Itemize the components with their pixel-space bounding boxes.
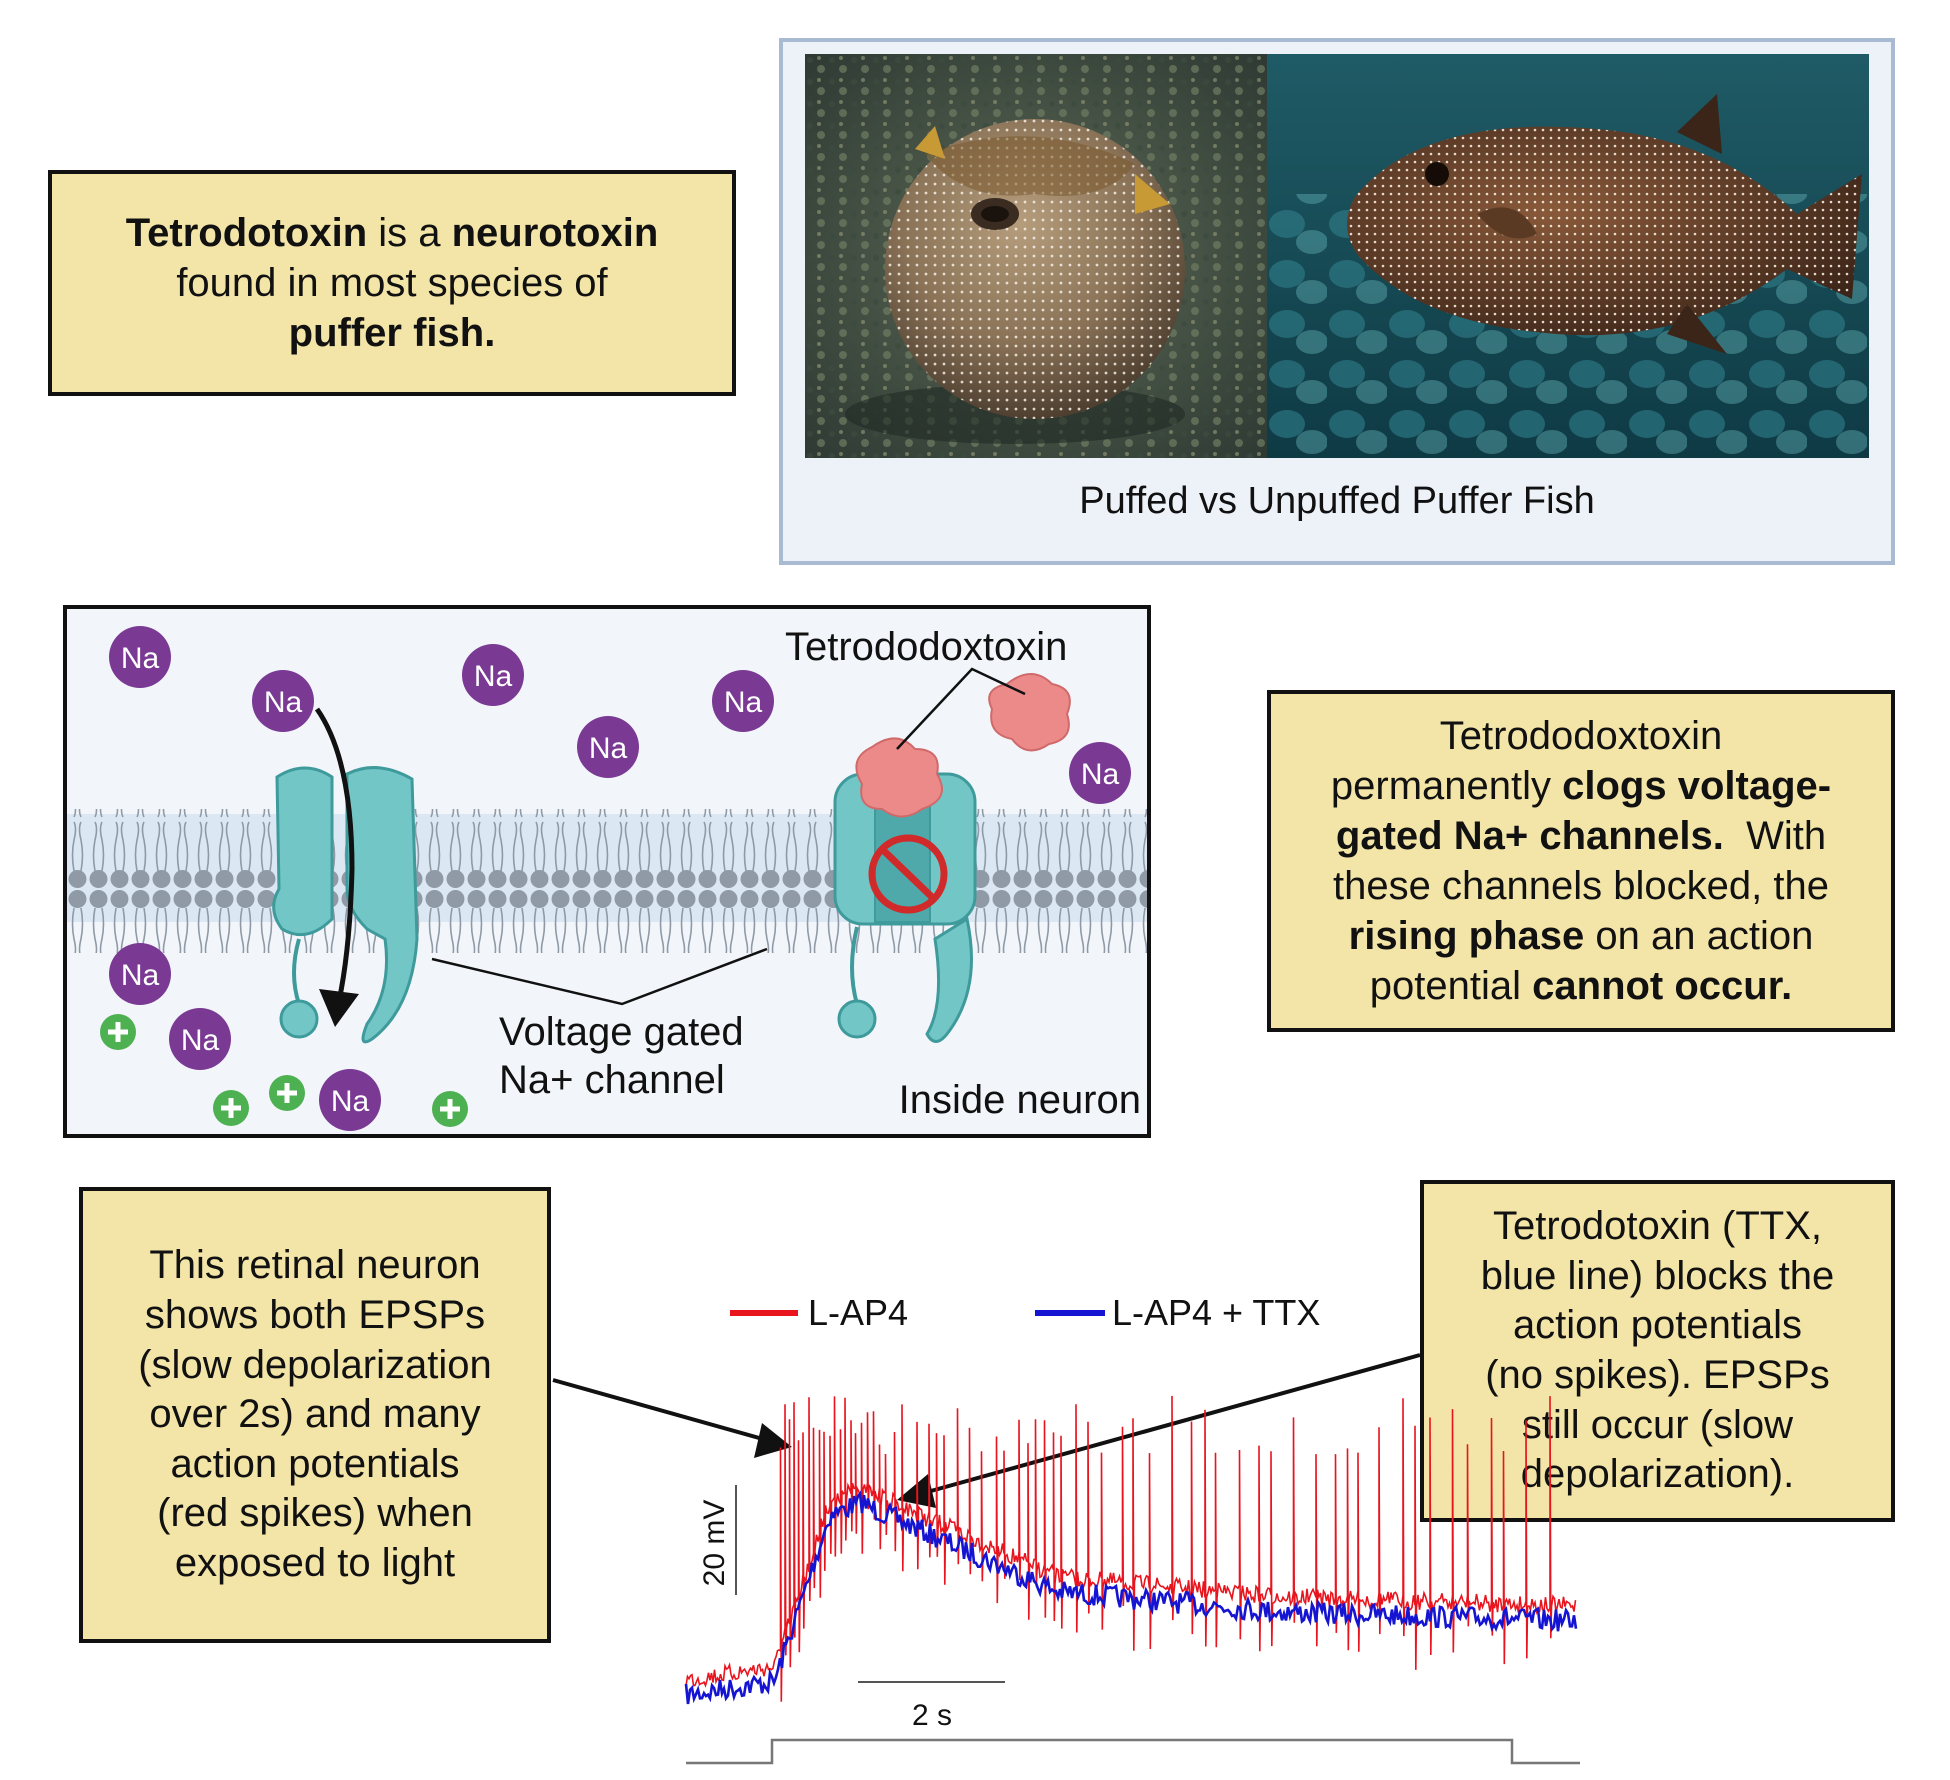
- plus-icon: [213, 1090, 249, 1126]
- ttx-text-1: Tetrodotoxin (TTX,: [1492, 1204, 1822, 1249]
- retina-text-4: over 2s) and many: [149, 1392, 481, 1437]
- retina-text-6: (red spikes) when: [157, 1491, 473, 1536]
- lipid-bilayer: [67, 809, 1147, 953]
- mech-text-4: gated Na+ channels.: [1335, 814, 1724, 858]
- intro-text-is-a: is a: [367, 211, 452, 255]
- intro-text-puffer-fish: puffer fish.: [288, 311, 496, 355]
- ttx-text-6: depolarization).: [1520, 1452, 1795, 1497]
- channel-label: Voltage gated Na+ channel: [499, 1008, 744, 1104]
- channel-label-line-2: Na+ channel: [499, 1058, 725, 1102]
- na-ion: Na: [577, 716, 639, 778]
- intro-text-found: found in most species of: [176, 261, 608, 305]
- svg-text:Na: Na: [724, 686, 763, 719]
- blue-trace-l-ap4-ttx: [684, 1490, 1578, 1705]
- mech-text-9: potential: [1369, 964, 1533, 1008]
- ttx-text-2: blue line) blocks the: [1480, 1253, 1835, 1298]
- mech-text-8: on an action: [1584, 914, 1814, 958]
- svg-text:Na: Na: [121, 959, 160, 992]
- ttx-text-5: still occur (slow: [1521, 1402, 1794, 1447]
- toxin-molecule-bound: [855, 737, 943, 818]
- channel-leader-line: [431, 947, 768, 1006]
- unpuffed-fish-photo: [1267, 54, 1869, 458]
- retina-text-5: action potentials: [170, 1441, 460, 1486]
- mech-text-3: clogs voltage-: [1562, 764, 1832, 808]
- na-ion: Na: [462, 644, 524, 706]
- membrane-illustration: Na Na Na Na Na Na Na Na Na: [67, 626, 1147, 1131]
- tetrodotoxin-intro-box: Tetrodotoxin is a neurotoxin found in mo…: [48, 170, 736, 396]
- svg-text:Na: Na: [181, 1024, 220, 1057]
- retinal-neuron-box: This retinal neuron shows both EPSPs (sl…: [79, 1187, 551, 1643]
- legend-label-blue: L-AP4 + TTX: [1112, 1292, 1320, 1333]
- svg-text:Na: Na: [474, 660, 513, 693]
- inside-neuron-label: Inside neuron: [898, 1078, 1141, 1122]
- voltage-trace-plot: L-AP4 L-AP4 + TTX 20 mV 2 s: [684, 1292, 1580, 1765]
- plus-icon: [432, 1091, 468, 1127]
- ttx-mechanism-box: Tetrododoxtoxin permanently clogs voltag…: [1267, 690, 1895, 1032]
- svg-text:Na: Na: [121, 642, 160, 675]
- svg-text:Na: Na: [1081, 758, 1120, 791]
- retina-text-3: (slow depolarization: [138, 1342, 492, 1387]
- plus-icon: [100, 1014, 136, 1050]
- toxin-molecule-free: [988, 673, 1071, 752]
- retina-text-7: exposed to light: [174, 1540, 456, 1585]
- red-trace-l-ap4: [685, 1395, 1577, 1702]
- mech-text-10: cannot occur.: [1532, 964, 1793, 1008]
- mech-text-2: permanently: [1330, 764, 1563, 808]
- blocked-icon: [868, 834, 948, 914]
- ttx-effect-box: Tetrodotoxin (TTX, blue line) blocks the…: [1420, 1180, 1895, 1522]
- mech-text-5: With: [1723, 814, 1827, 858]
- open-sodium-channel: [272, 766, 419, 1044]
- intro-text-neurotoxin: neurotoxin: [451, 211, 659, 255]
- sodium-flow-arrowhead: [319, 989, 359, 1027]
- mech-text-7: rising phase: [1348, 914, 1585, 958]
- sodium-flow-arrow: [314, 707, 355, 1002]
- channel-label-line-1: Voltage gated: [499, 1010, 744, 1054]
- ttx-text-3: action potentials: [1512, 1303, 1803, 1348]
- positive-charges: [100, 1014, 468, 1127]
- retina-text-1: This retinal neuron: [149, 1243, 481, 1288]
- x-scale-label: 2 s: [912, 1699, 952, 1732]
- puffed-fish-photo: [805, 54, 1267, 458]
- plus-icon: [269, 1075, 305, 1111]
- photo-caption: Puffed vs Unpuffed Puffer Fish: [1079, 480, 1595, 522]
- puffer-fish-photo-panel: Puffed vs Unpuffed Puffer Fish: [779, 38, 1895, 565]
- legend-label-red: L-AP4: [808, 1292, 908, 1333]
- svg-text:Na: Na: [264, 686, 303, 719]
- svg-text:Na: Na: [331, 1085, 370, 1118]
- toxin-leader-line: [896, 667, 1026, 750]
- na-ion: Na: [109, 626, 171, 688]
- sodium-channel-diagram: Na Na Na Na Na Na Na Na Na Tetrododoxtox…: [63, 605, 1151, 1138]
- retina-text-2: shows both EPSPs: [144, 1293, 486, 1338]
- membrane-potential-chart: L-AP4 L-AP4 + TTX 20 mV 2 s: [680, 1285, 1600, 1775]
- na-ion: Na: [319, 1069, 381, 1131]
- intro-text-tetrodotoxin: Tetrodotoxin: [125, 211, 368, 255]
- na-ion: Na: [1069, 742, 1131, 804]
- na-ion: Na: [109, 943, 171, 1005]
- mech-text-1: Tetrododoxtoxin: [1439, 714, 1723, 758]
- stimulus-trace: [686, 1738, 1580, 1765]
- svg-text:Na: Na: [589, 732, 628, 765]
- na-ion: Na: [712, 670, 774, 732]
- mech-text-6: these channels blocked, the: [1333, 864, 1829, 908]
- ttx-text-4: (no spikes). EPSPs: [1485, 1353, 1830, 1397]
- na-ion: Na: [169, 1008, 231, 1070]
- na-ion: Na: [252, 670, 314, 732]
- toxin-label: Tetrododoxtoxin: [785, 625, 1068, 669]
- sodium-ions: Na Na Na Na Na Na Na Na Na: [109, 626, 1131, 1131]
- y-scale-label: 20 mV: [698, 1500, 731, 1587]
